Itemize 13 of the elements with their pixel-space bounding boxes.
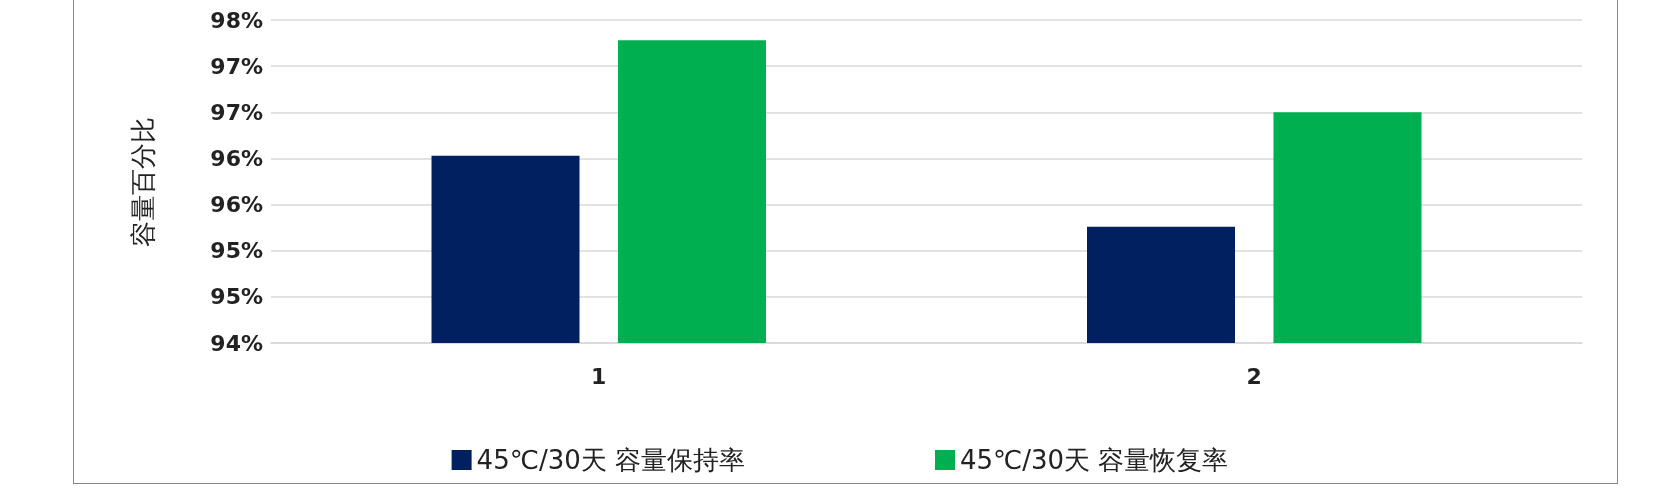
y-tick-label: 97% — [210, 99, 263, 125]
y-tick-label: 96% — [210, 145, 263, 171]
legend-label: 45℃/30天 容量恢复率 — [960, 445, 1229, 475]
y-tick-label: 95% — [210, 238, 263, 264]
y-tick-label: 97% — [210, 53, 263, 79]
y-tick-label: 95% — [210, 284, 263, 310]
x-tick-label: 2 — [1246, 363, 1262, 389]
legend-label: 45℃/30天 容量保持率 — [476, 445, 746, 475]
y-tick-label: 96% — [210, 192, 263, 218]
y-axis-title: 容量百分比 — [128, 116, 158, 247]
y-tick-label: 94% — [210, 330, 263, 356]
x-tick-label: 1 — [591, 363, 607, 389]
y-tick-label: 98% — [210, 7, 263, 33]
